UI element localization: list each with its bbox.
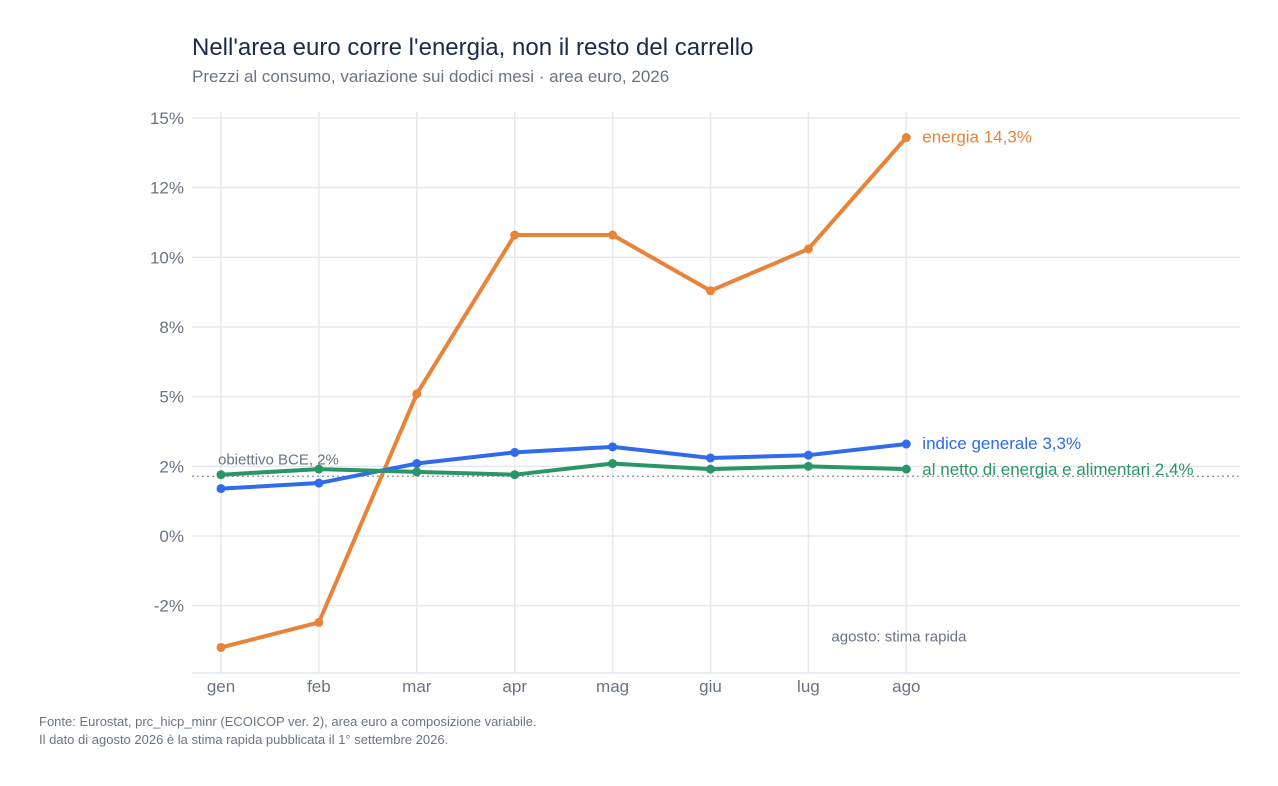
data-point-energia	[412, 389, 422, 399]
source-line-1: Fonte: Eurostat, prc_hicp_minr (ECOICOP …	[39, 714, 537, 729]
x-tick-label: ago	[892, 677, 920, 696]
data-point-energia	[706, 286, 715, 296]
y-tick-label: 5%	[159, 388, 184, 407]
chart-subtitle: Prezzi al consumo, variazione sui dodici…	[192, 67, 670, 86]
data-point-energia	[216, 642, 226, 652]
data-point-indice-generale	[314, 478, 324, 488]
y-tick-label: 8%	[159, 318, 184, 337]
data-point-al-netto-di-energia-e-alimentari	[314, 464, 324, 474]
y-tick-label: 10%	[150, 248, 184, 267]
data-point-energia	[510, 230, 520, 240]
data-point-indice-generale	[412, 459, 422, 469]
data-point-energia	[901, 133, 911, 143]
y-tick-label: 12%	[150, 179, 184, 198]
y-tick-label: 0%	[159, 527, 184, 546]
chart-title: Nell'area euro corre l'energia, non il r…	[192, 34, 754, 61]
end-label-al-netto-di-energia-e-alimentari: al netto di energia e alimentari 2,4%	[922, 460, 1193, 479]
data-point-al-netto-di-energia-e-alimentari	[803, 461, 813, 471]
data-point-al-netto-di-energia-e-alimentari	[216, 470, 226, 480]
x-tick-label: gen	[207, 677, 235, 696]
data-point-indice-generale	[510, 447, 520, 457]
label-layer: 15% 12% 10% 8% 5% 2% 0% -2% gen feb mar apr mag giu lu…	[150, 109, 1194, 696]
data-point-indice-generale	[706, 453, 715, 463]
reference-line-label: obiettivo BCE, 2%	[218, 451, 339, 468]
y-tick-label: 15%	[150, 109, 184, 128]
data-point-al-netto-di-energia-e-alimentari	[510, 470, 520, 480]
x-tick-label: feb	[307, 677, 331, 696]
y-tick-label: 2%	[159, 457, 184, 476]
end-label-energia: energia 14,3%	[922, 128, 1032, 147]
data-point-indice-generale	[803, 450, 813, 460]
x-tick-label: apr	[502, 677, 527, 696]
x-tick-label: mar	[402, 677, 432, 696]
data-point-indice-generale	[901, 439, 911, 449]
series-line-energia	[219, 135, 909, 650]
data-point-energia	[314, 617, 324, 627]
y-tick-label: -2%	[154, 597, 184, 616]
grid-layer	[192, 112, 1240, 674]
data-point-al-netto-di-energia-e-alimentari	[412, 467, 422, 477]
data-point-al-netto-di-energia-e-alimentari	[901, 464, 911, 474]
x-tick-label: mag	[596, 677, 629, 696]
data-point-indice-generale	[216, 484, 226, 494]
source-note: Fonte: Eurostat, prc_hicp_minr (ECOICOP …	[39, 713, 537, 749]
series-line-al-netto-di-energia-e-alimentari	[219, 461, 909, 477]
end-label-indice-generale: indice generale 3,3%	[922, 434, 1081, 453]
data-point-al-netto-di-energia-e-alimentari	[608, 459, 618, 469]
source-line-2: Il dato di agosto 2026 è la stima rapida…	[39, 732, 449, 747]
series-layer	[216, 133, 911, 652]
data-point-al-netto-di-energia-e-alimentari	[706, 464, 715, 474]
x-tick-label: giu	[699, 677, 722, 696]
x-tick-label: lug	[797, 677, 820, 696]
annotation: agosto: stima rapida	[831, 629, 967, 646]
data-point-energia	[608, 230, 618, 240]
data-point-indice-generale	[608, 442, 618, 452]
data-point-energia	[803, 244, 813, 254]
series-line-indice-generale	[219, 442, 909, 491]
